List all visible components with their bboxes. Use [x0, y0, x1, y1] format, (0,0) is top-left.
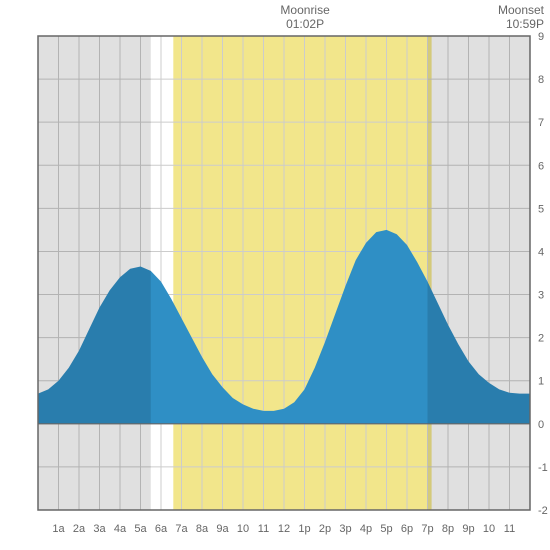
- x-tick-label: 8p: [442, 523, 454, 535]
- x-tick-label: 10: [237, 523, 249, 535]
- x-tick-label: 1p: [298, 523, 310, 535]
- y-tick-label: 6: [538, 160, 544, 172]
- x-tick-label: 5p: [380, 523, 392, 535]
- tide-chart: 1a2a3a4a5a6a7a8a9a1011121p2p3p4p5p6p7p8p…: [0, 0, 550, 550]
- x-tick-label: 1a: [52, 523, 65, 535]
- y-tick-label: 3: [538, 290, 544, 302]
- x-tick-label: 2a: [73, 523, 86, 535]
- x-tick-label: 4a: [114, 523, 127, 535]
- x-tick-label: 6p: [401, 523, 413, 535]
- moonset-time: 10:59P: [506, 17, 544, 31]
- y-tick-label: -2: [538, 505, 548, 517]
- x-tick-label: 9a: [216, 523, 229, 535]
- x-tick-label: 3a: [93, 523, 106, 535]
- x-tick-label: 8a: [196, 523, 209, 535]
- x-tick-label: 3p: [339, 523, 351, 535]
- y-tick-label: 2: [538, 333, 544, 345]
- y-tick-label: 1: [538, 376, 544, 388]
- x-tick-label: 11: [258, 523, 269, 535]
- x-tick-label: 10: [483, 523, 495, 535]
- y-tick-label: -1: [538, 462, 548, 474]
- x-tick-label: 7p: [421, 523, 433, 535]
- y-tick-label: 0: [538, 419, 544, 431]
- y-tick-label: 7: [538, 117, 544, 129]
- x-tick-label: 7a: [175, 523, 188, 535]
- moonset-label: Moonset: [498, 3, 545, 17]
- x-tick-label: 11: [504, 523, 515, 535]
- y-tick-label: 4: [538, 246, 544, 258]
- chart-svg: 1a2a3a4a5a6a7a8a9a1011121p2p3p4p5p6p7p8p…: [0, 0, 550, 550]
- x-tick-label: 2p: [319, 523, 331, 535]
- x-tick-label: 4p: [360, 523, 372, 535]
- y-tick-label: 8: [538, 74, 544, 86]
- x-tick-label: 12: [278, 523, 290, 535]
- y-tick-label: 5: [538, 203, 544, 215]
- moonrise-label: Moonrise: [280, 3, 330, 17]
- x-tick-label: 9p: [462, 523, 474, 535]
- x-tick-label: 6a: [155, 523, 168, 535]
- night-shade-0: [38, 36, 151, 510]
- y-tick-label: 9: [538, 31, 544, 43]
- moonrise-time: 01:02P: [286, 17, 324, 31]
- x-tick-label: 5a: [134, 523, 147, 535]
- night-shade-1: [428, 36, 531, 510]
